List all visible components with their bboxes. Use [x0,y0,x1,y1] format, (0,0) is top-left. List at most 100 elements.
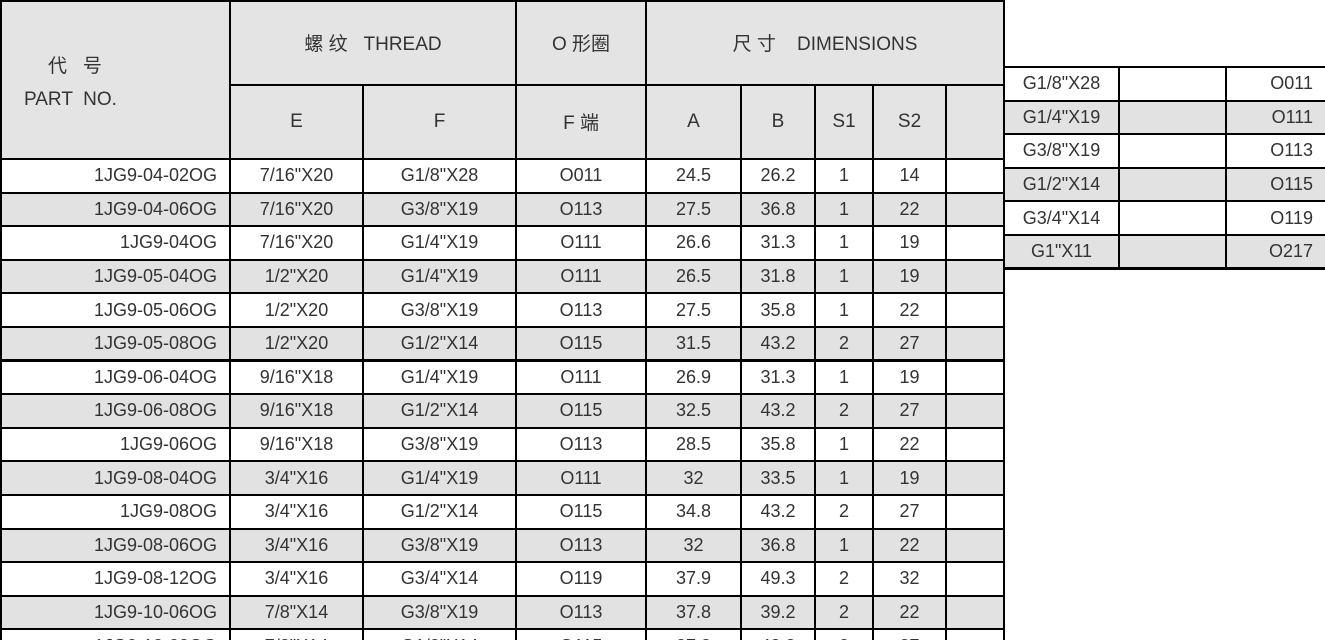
dim-a-cell: 37.8 [645,628,743,640]
thread-e-cell: 7/16"X20 [229,225,364,261]
table-row: 1JG9-08-04OG 3/4"X16 G1/4"X19 O111 32 33.5 1 19 [0,460,1006,496]
ref-blank-cell [1118,166,1227,203]
dim-s1-cell: 1 [814,426,875,463]
part-no-cell: 1JG9-05-08OG [0,325,231,363]
header-row-sub: E F F 端 A B S1 S2 [1,83,1006,161]
oring-cell: O115 [515,493,648,530]
part-no-header: 代 号 PART NO. [0,0,231,160]
ref-thread-cell: G1"X11 [1003,233,1120,271]
thread-f-cell: G1/8"X28 [361,158,518,194]
dim-s2-cell: 27 [872,493,948,530]
ref-thread-cell: G1/2"X14 [1003,166,1120,203]
header-row-top: 代 号 PART NO. 螺 纹 THREAD O 形圈 尺 寸 DIMENSI… [0,0,1006,160]
ref-thread-cell: G3/4"X14 [1003,200,1120,236]
table-row: 1JG9-10-06OG 7/8"X14 G3/8"X19 O113 37.8 39.2 2… [0,594,1006,631]
oring-cell: O113 [515,191,648,228]
blank-cell [945,359,1006,396]
dim-a-cell: 26.6 [645,225,743,261]
ref-oring-cell: O111 [1225,99,1325,136]
thread-f-cell: G1/2"X14 [361,628,518,640]
table-row: 1JG9-05-06OG 1/2"X20 G3/8"X19 O113 27.5 35.8 1… [0,292,1006,328]
thread-f-cell: G1/4"X19 [361,258,518,295]
dim-s2-cell: 27 [872,393,948,429]
oring-cell: O111 [515,225,648,261]
dim-a-cell: 24.5 [645,158,743,194]
dim-b-cell: 43.2 [740,325,817,363]
dim-s1-cell: 2 [814,594,875,631]
col-header-s2: S2 [872,83,948,161]
thread-e-cell: 1/2"X20 [229,258,364,295]
ref-blank-cell [1118,233,1227,271]
thread-f-cell: G3/8"X19 [361,527,518,564]
dim-s2-cell: 14 [872,158,948,194]
blank-cell [945,158,1006,194]
dim-s1-cell: 2 [814,628,875,640]
dim-b-cell: 35.8 [740,426,817,463]
part-no-cell: 1JG9-04OG [0,225,231,261]
reference-row: G1/4"X19 O111 [1003,99,1325,136]
dim-s2-cell: 19 [872,258,948,295]
dim-a-cell: 26.5 [645,258,743,295]
part-no-cell: 1JG9-08-04OG [0,460,231,496]
dim-a-cell: 34.8 [645,493,743,530]
oring-cell: O115 [515,628,648,640]
part-no-cell: 1JG9-05-06OG [0,292,231,328]
part-no-cell: 1JG9-06-08OG [0,393,231,429]
oring-cell: O113 [515,594,648,631]
dim-b-cell: 43.2 [740,493,817,530]
thread-f-cell: G3/8"X19 [361,426,518,463]
dim-a-cell: 28.5 [645,426,743,463]
thread-e-cell: 7/16"X20 [229,158,364,194]
thread-f-cell: G1/2"X14 [361,393,518,429]
table-row: 1JG9-08-06OG 3/4"X16 G3/8"X19 O113 32 36.8 1 22 [0,527,1006,564]
reference-row: G1/2"X14 O115 [1003,166,1325,203]
thread-f-cell: G1/2"X14 [361,325,518,363]
part-no-cell: 1JG9-08-06OG [0,527,231,564]
col-header-e: E [229,83,364,161]
dim-b-cell: 36.8 [740,527,817,564]
thread-f-cell: G3/8"X19 [361,191,518,228]
dim-s2-cell: 22 [872,426,948,463]
thread-f-cell: G1/4"X19 [361,225,518,261]
ref-blank-cell [1118,99,1227,136]
dim-a-cell: 31.5 [645,325,743,363]
blank-cell [945,258,1006,295]
blank-cell [945,460,1006,496]
thread-header: 螺 纹 THREAD [228,0,518,86]
thread-e-cell: 9/16"X18 [229,393,364,429]
reference-row: G1"X11 O217 [1003,233,1325,271]
part-no-cell: 1JG9-05-04OG [0,258,231,295]
blank-cell [945,493,1006,530]
thread-f-cell: G3/4"X14 [361,561,518,597]
dim-s2-cell: 22 [872,594,948,631]
blank-cell [945,393,1006,429]
dim-a-cell: 27.5 [645,292,743,328]
part-no-cell: 1JG9-10-08OG [0,628,231,640]
col-header-a: A [645,83,743,161]
dim-a-cell: 27.5 [645,191,743,228]
ref-oring-cell: O217 [1225,233,1325,271]
dim-b-cell: 26.2 [740,158,817,194]
oring-cell: O119 [515,561,648,597]
table-row: 1JG9-04-06OG 7/16"X20 G3/8"X19 O113 27.5 36.8… [0,191,1006,228]
dim-b-cell: 31.8 [740,258,817,295]
part-no-cell: 1JG9-08-12OG [0,561,231,597]
dim-b-cell: 33.5 [740,460,817,496]
dim-s2-cell: 19 [872,359,948,396]
dim-b-cell: 31.3 [740,225,817,261]
thread-e-cell: 3/4"X16 [229,493,364,530]
thread-f-cell: G1/4"X19 [361,359,518,396]
part-no-cell: 1JG9-08OG [0,493,231,530]
ref-thread-cell: G1/4"X19 [1003,99,1120,136]
dim-s1-cell: 1 [814,158,875,194]
reference-row: G3/8"X19 O113 [1003,133,1325,169]
table-row: 1JG9-08OG 3/4"X16 G1/2"X14 O115 34.8 43.2 2 27 [0,493,1006,530]
ref-blank-cell [1118,200,1227,236]
dim-s1-cell: 1 [814,191,875,228]
dim-s1-cell: 2 [814,561,875,597]
part-no-cell: 1JG9-04-06OG [0,191,231,228]
oring-cell: O113 [515,527,648,564]
thread-e-cell: 7/8"X14 [229,594,364,631]
table-row: 1JG9-04-02OG 7/16"X20 G1/8"X28 O011 24.5 26.2… [0,158,1006,194]
thread-e-cell: 3/4"X16 [229,460,364,496]
